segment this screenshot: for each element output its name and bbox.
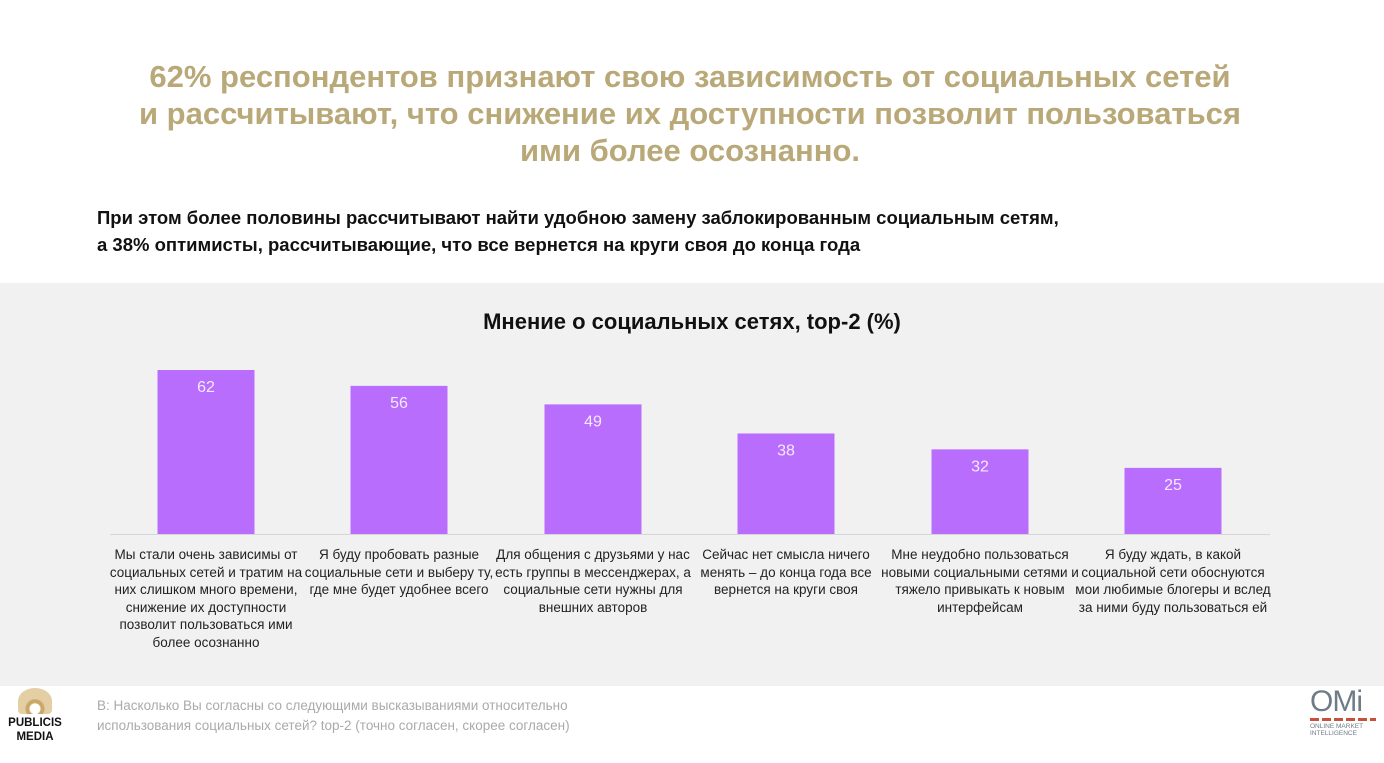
headline-line: и рассчитывают, что снижение их доступно… [139, 96, 1241, 131]
bar [350, 385, 448, 534]
footnote-line: использования социальных сетей? top-2 (т… [97, 718, 570, 733]
omi-logo: OMi ONLINE MARKET INTELLIGENCE [1310, 685, 1376, 737]
category-label: Мы стали очень зависимы от социальных се… [109, 547, 303, 650]
bar [1124, 467, 1222, 534]
subheadline-line: а 38% оптимисты, рассчитывающие, что все… [97, 234, 861, 255]
data-label: 38 [777, 442, 795, 459]
data-label: 25 [1164, 477, 1182, 494]
data-label: 56 [390, 395, 408, 412]
data-label: 32 [971, 458, 989, 475]
headline-line: ими более осознанно. [519, 133, 861, 168]
logo-text: PUBLICIS [8, 717, 62, 729]
subheadline-line: При этом более половины рассчитывают най… [97, 207, 1059, 228]
headline-line: 62% респондентов признают свою зависимос… [149, 59, 1231, 94]
data-label: 49 [584, 413, 602, 430]
publicis-media-logo: PUBLICIS MEDIA [6, 688, 64, 744]
category-label: Я буду ждать, в какой социальной сети об… [1075, 547, 1271, 615]
footnote: В: Насколько Вы согласны со следующими в… [97, 696, 570, 736]
bar [931, 449, 1029, 534]
footnote-line: В: Насколько Вы согласны со следующими в… [97, 698, 568, 713]
bar [544, 404, 642, 534]
category-label: Для общения с друзьями у нас есть группы… [495, 547, 691, 615]
data-label: 62 [197, 379, 215, 396]
bar [157, 370, 255, 534]
logo-text: MEDIA [16, 731, 54, 743]
logo-text: ONLINE MARKET [1310, 723, 1364, 730]
category-label: Сейчас нет смысла ничего менять – до кон… [700, 547, 872, 597]
chart-title: Мнение о социальных сетях, top-2 (%) [483, 309, 901, 334]
logo-dashes [1310, 718, 1376, 721]
bar-chart: 62 56 49 38 32 25 [110, 370, 1270, 535]
logo-text: INTELLIGENCE [1310, 730, 1357, 737]
headline: 62% респондентов признают свою зависимос… [90, 58, 1290, 169]
category-label: Я буду пробовать разные социальные сети … [304, 547, 494, 597]
subheadline: При этом более половины рассчитывают най… [97, 204, 1059, 258]
bar [737, 433, 835, 534]
category-label: Мне неудобно пользоваться новыми социаль… [881, 547, 1079, 615]
lion-sun-icon [18, 688, 52, 714]
logo-mark: OMi [1310, 685, 1363, 718]
